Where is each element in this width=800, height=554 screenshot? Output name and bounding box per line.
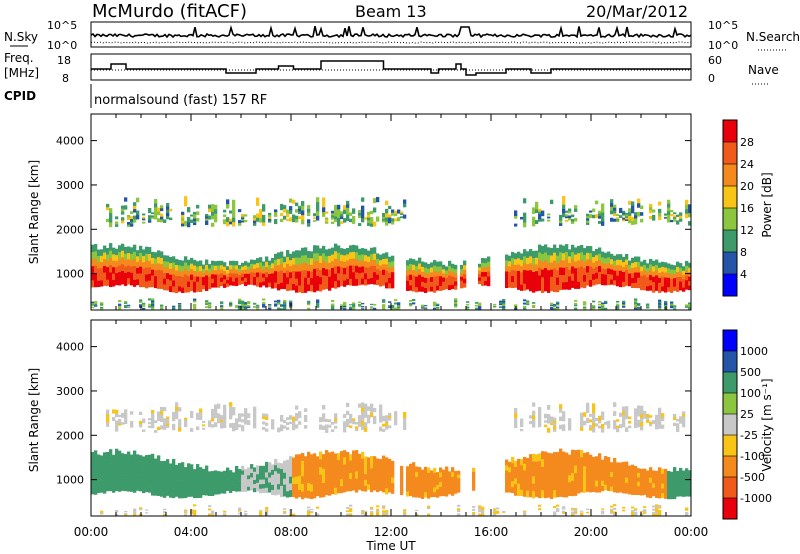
- noise-left-label: N.Sky: [4, 30, 38, 44]
- svg-text:4000: 4000: [56, 135, 84, 148]
- svg-text:4000: 4000: [56, 341, 84, 354]
- noise-search-trace: [90, 41, 692, 44]
- velocity-colorbar: -1000 -500 -100 -25 25 100 500 1000: [722, 329, 772, 520]
- cpid-label: CPID: [4, 89, 36, 103]
- svg-text:-100: -100: [740, 450, 765, 463]
- x-axis-label: Time UT: [365, 539, 416, 553]
- velocity-ylabel: Slant Range [km]: [27, 368, 41, 472]
- svg-text:2000: 2000: [56, 429, 84, 442]
- power-colorbar: 4 8 12 16 20 24 28: [722, 119, 754, 297]
- nave-tick-top: 60: [708, 54, 722, 67]
- velocity-data: [91, 402, 692, 516]
- svg-text:16:00: 16:00: [474, 525, 509, 539]
- svg-text:100: 100: [740, 387, 761, 400]
- velocity-y-ticks: 1000 2000 3000 4000: [56, 341, 691, 487]
- date-title: 20/Mar/2012: [586, 2, 688, 21]
- velocity-x-ticks: [90, 320, 692, 516]
- power-y-ticks: 1000 2000 3000 4000: [56, 135, 691, 281]
- velocity-colorbar-label: Velocity [m s⁻¹]: [760, 378, 774, 471]
- power-ylabel: Slant Range [km]: [27, 160, 41, 264]
- svg-text:25: 25: [740, 408, 754, 421]
- svg-text:12: 12: [740, 224, 754, 237]
- freq-trace: [91, 60, 691, 76]
- power-panel: 1000 2000 3000 4000 Slant Range [km] 4 8 12 16…: [27, 113, 774, 311]
- svg-text:12:00: 12:00: [374, 525, 409, 539]
- svg-text:20:00: 20:00: [574, 525, 609, 539]
- noise-sky-trace: [90, 24, 692, 39]
- noise-left-tick-bottom: 10^0: [47, 39, 77, 52]
- freq-panel: Freq. [MHz] 18 8 60 0 Nave: [4, 51, 779, 85]
- svg-text:1000: 1000: [740, 345, 768, 358]
- svg-text:-25: -25: [740, 429, 758, 442]
- freq-label-1: Freq.: [4, 51, 34, 65]
- power-data: [91, 196, 692, 310]
- svg-text:00:00: 00:00: [74, 525, 109, 539]
- svg-text:3000: 3000: [56, 179, 84, 192]
- freq-tick-bottom: 8: [62, 72, 69, 85]
- noise-right-label: N.Search: [746, 30, 800, 44]
- freq-tick-top: 18: [57, 54, 71, 67]
- svg-text:00:00: 00:00: [674, 525, 709, 539]
- power-colorbar-label: Power [dB]: [760, 172, 774, 237]
- svg-text:-1000: -1000: [740, 492, 772, 505]
- svg-text:500: 500: [740, 366, 761, 379]
- svg-text:2000: 2000: [56, 223, 84, 236]
- noise-left-tick-top: 10^5: [47, 19, 77, 32]
- station-title: McMurdo (fitACF): [92, 1, 247, 22]
- x-tick-labels: 00:00 04:00 08:00 12:00 16:00 20:00 00:00: [74, 525, 709, 539]
- svg-text:28: 28: [740, 136, 754, 149]
- svg-text:1000: 1000: [56, 474, 84, 487]
- svg-text:08:00: 08:00: [274, 525, 309, 539]
- beam-title: Beam 13: [355, 2, 427, 21]
- freq-label-2: [MHz]: [4, 66, 39, 80]
- noise-right-tick-top: 10^5: [708, 19, 738, 32]
- svg-text:04:00: 04:00: [174, 525, 209, 539]
- nave-label: Nave: [748, 63, 779, 77]
- power-x-ticks: [90, 114, 692, 310]
- nave-tick-bottom: 0: [708, 72, 715, 85]
- svg-text:24: 24: [740, 158, 754, 171]
- svg-text:16: 16: [740, 202, 754, 215]
- svg-text:4: 4: [740, 268, 747, 281]
- svg-text:20: 20: [740, 180, 754, 193]
- svg-text:8: 8: [740, 246, 747, 259]
- svg-text:-500: -500: [740, 471, 765, 484]
- cpid-program: normalsound (fast) 157 RF: [94, 93, 267, 108]
- svg-text:1000: 1000: [56, 268, 84, 281]
- svg-text:3000: 3000: [56, 385, 84, 398]
- noise-panel: N.Sky 10^5 10^0 10^5 10^0 N.Search: [4, 19, 800, 52]
- noise-right-tick-bottom: 10^0: [708, 39, 738, 52]
